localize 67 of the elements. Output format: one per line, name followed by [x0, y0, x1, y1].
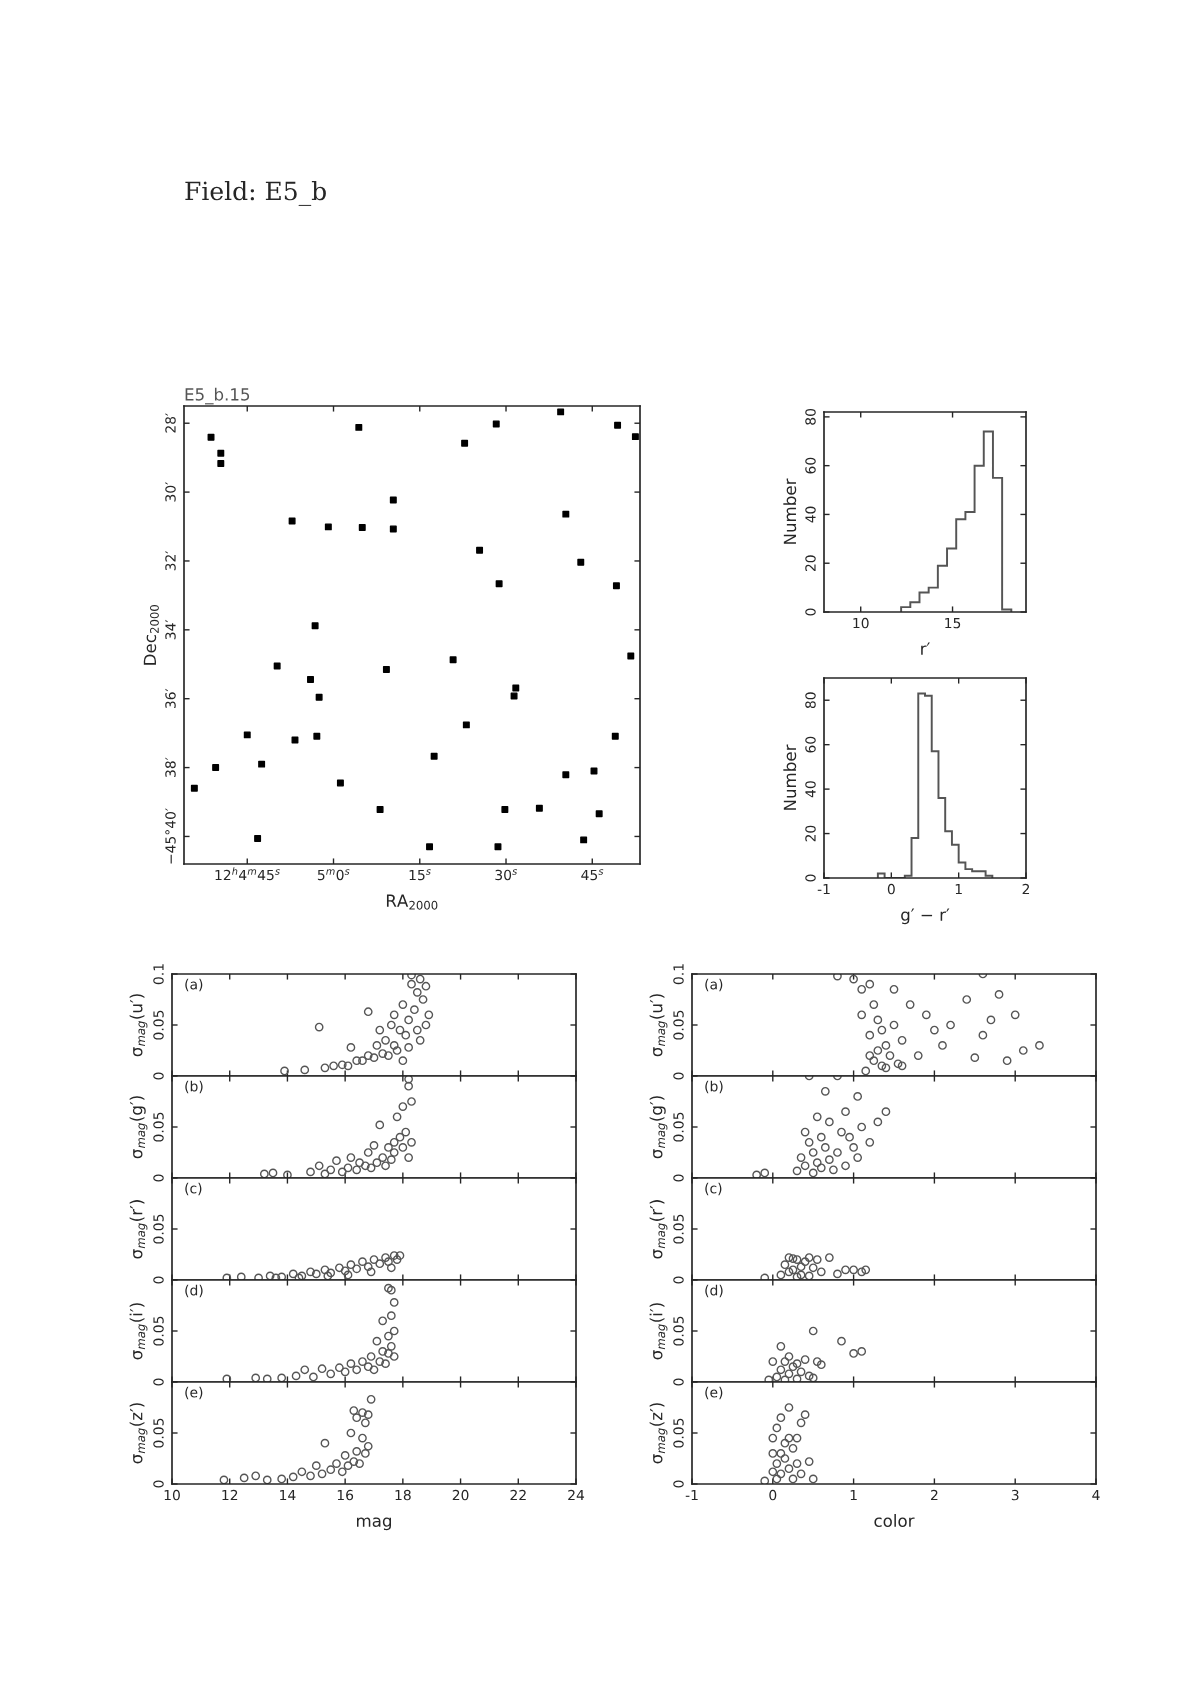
x-axis-title: r′	[921, 642, 930, 655]
point	[315, 693, 323, 701]
point	[595, 810, 603, 818]
point	[501, 806, 509, 814]
point	[324, 523, 332, 531]
point	[273, 662, 281, 670]
point	[495, 580, 503, 588]
point	[430, 752, 438, 760]
point	[288, 517, 296, 525]
point	[313, 732, 321, 740]
point	[612, 582, 620, 590]
point	[243, 731, 251, 739]
y-axis-title: σ$_{mag}$(i′)	[649, 1303, 668, 1360]
y-axis-title: σ$_{mag}$(i′)	[129, 1303, 148, 1360]
y-axis-title: Dec$_{2000}$	[143, 605, 159, 665]
point	[614, 421, 622, 429]
point	[382, 665, 390, 673]
y-axis-title: σ$_{mag}$(r′)	[129, 1200, 148, 1259]
y-axis-title: σ$_{mag}$(g′)	[129, 1096, 148, 1159]
point	[535, 804, 543, 812]
point	[217, 449, 225, 457]
point	[258, 760, 266, 768]
point	[611, 732, 619, 740]
y-axis-title: σ$_{mag}$(u′)	[129, 994, 148, 1057]
text: Field: E5_b	[185, 181, 326, 206]
point	[562, 771, 570, 779]
point	[577, 558, 585, 566]
point	[461, 439, 469, 447]
point	[291, 736, 299, 744]
point	[376, 806, 384, 814]
x-axis-title: mag	[357, 1517, 391, 1531]
x-axis-title: RA$_{2000}$	[386, 894, 438, 910]
point	[311, 622, 319, 630]
point	[207, 433, 215, 441]
point	[355, 423, 363, 431]
point	[307, 675, 314, 683]
point	[336, 779, 344, 787]
point	[494, 843, 502, 851]
y-axis-title: σ$_{mag}$(z′)	[649, 1403, 668, 1464]
point	[389, 496, 397, 504]
point	[358, 524, 366, 532]
point	[631, 433, 639, 441]
point	[562, 510, 570, 518]
point	[476, 546, 484, 554]
point	[449, 656, 457, 664]
y-axis-title: σ$_{mag}$(g′)	[649, 1096, 668, 1159]
point	[217, 460, 225, 467]
y-axis-title: σ$_{mag}$(z′)	[129, 1403, 148, 1464]
chart-title: E5_b.15	[185, 387, 250, 405]
y-axis-title: σ$_{mag}$(r′)	[649, 1200, 668, 1259]
point	[580, 836, 588, 844]
x-axis-title: color	[874, 1514, 915, 1528]
point	[426, 843, 434, 851]
point	[627, 652, 635, 660]
point	[389, 525, 397, 533]
point	[512, 684, 520, 692]
y-axis-title: Number	[783, 478, 797, 544]
point	[510, 692, 518, 700]
y-axis-title: Number	[783, 744, 797, 810]
point	[254, 835, 262, 842]
point	[462, 721, 470, 729]
point	[190, 784, 198, 792]
x-axis-title: g′ − r′	[901, 908, 950, 925]
y-axis-title: σ$_{mag}$(u′)	[649, 994, 668, 1057]
point	[492, 420, 500, 428]
point	[557, 408, 565, 416]
point	[212, 764, 220, 772]
